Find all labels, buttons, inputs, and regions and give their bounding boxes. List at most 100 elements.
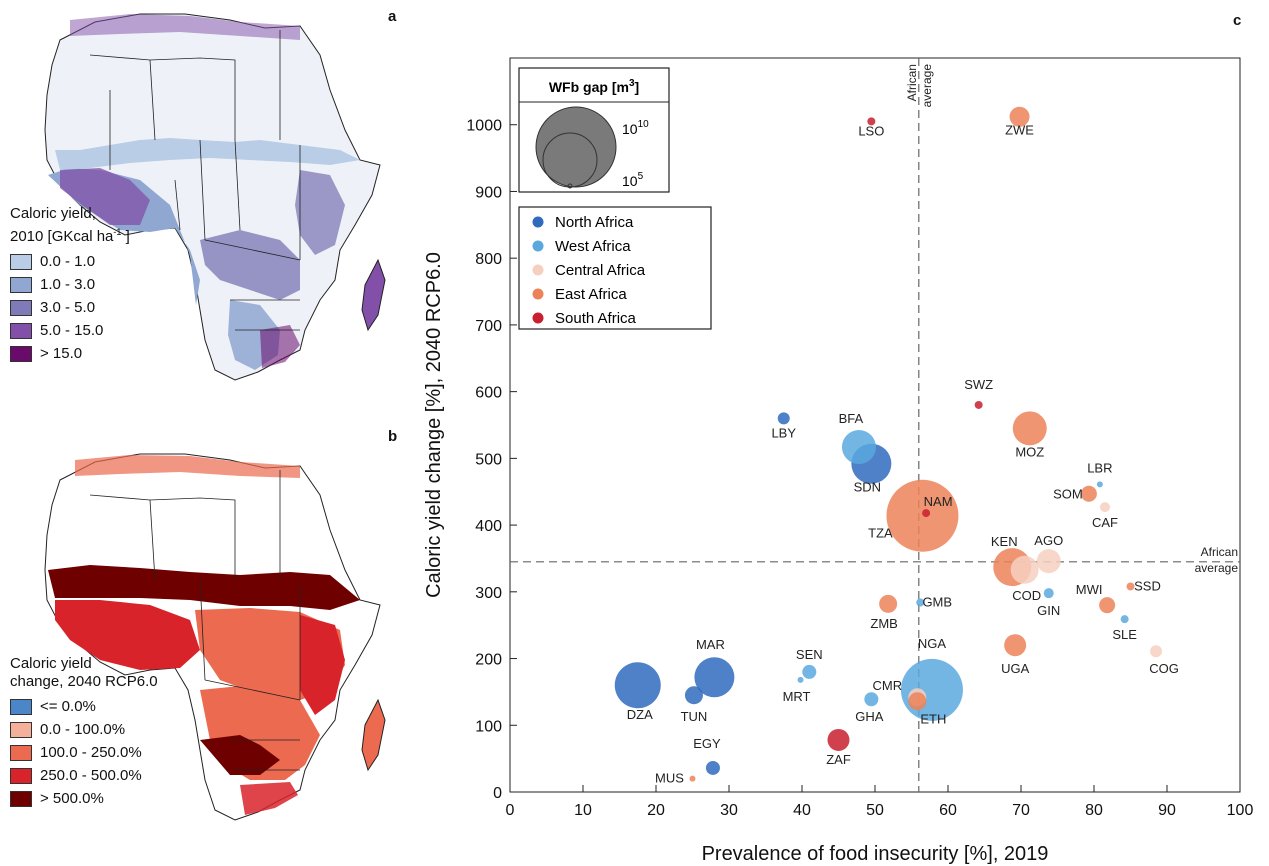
point-bfa [841, 430, 876, 465]
x-tick-label: 80 [1085, 802, 1103, 819]
legend-title-a-sup: -1 [113, 227, 122, 237]
region-legend-marker [532, 312, 544, 324]
africa-maps [44, 13, 386, 821]
african-average-h-label-1: African [1201, 545, 1238, 559]
map-a-legend-item: 3.0 - 5.0 [10, 296, 130, 319]
caloric-yield-map-2010 [44, 13, 386, 381]
legend-title-b: Caloric yield change, 2040 RCP6.0 [10, 655, 158, 691]
label-uga: UGA [1001, 661, 1029, 676]
map-b-legend-swatch [10, 767, 32, 784]
label-tza: TZA [868, 526, 893, 541]
point-egy [705, 760, 720, 775]
scatter-chart: 0 10 20 30 40 50 60 70 80 90 100010020030040050060… [423, 57, 1254, 865]
label-mus: MUS [655, 771, 684, 786]
label-lbr: LBR [1087, 460, 1112, 475]
map-b-legend-swatch [10, 790, 32, 807]
label-sdn: SDN [854, 480, 881, 495]
y-tick-label: 0 [493, 785, 502, 802]
y-tick-label: 700 [475, 318, 502, 335]
label-gha: GHA [855, 709, 884, 724]
label-zwe: ZWE [1005, 123, 1034, 138]
legend-title-a-line1: Caloric yield, [10, 205, 96, 222]
x-tick-label: 50 [866, 802, 884, 819]
point-dza [614, 662, 661, 709]
y-tick-label: 1000 [466, 118, 502, 135]
map-a-legend-swatch [10, 345, 32, 362]
map-b-legend-item: <= 0.0% [10, 695, 158, 718]
label-nga: NGA [918, 636, 947, 651]
label-ago: AGO [1034, 533, 1063, 548]
map-a-legend-label: 3.0 - 5.0 [40, 299, 96, 316]
map-b-legend-swatch [10, 698, 32, 715]
map-a-legend-item: > 15.0 [10, 342, 130, 365]
legend-title-a-end: ] [121, 228, 130, 245]
label-swz: SWZ [964, 377, 993, 392]
legend-title-a: Caloric yield, 2010 [GKcal ha-1 ] [10, 205, 130, 246]
african-average-h-label-2: average [1195, 561, 1239, 575]
label-mar: MAR [696, 637, 725, 652]
label-gin: GIN [1037, 603, 1060, 618]
map-b-legend-label: 100.0 - 250.0% [40, 744, 142, 761]
point-gha [864, 692, 879, 707]
point-swz [974, 400, 983, 409]
label-lso: LSO [858, 123, 884, 138]
y-tick-label: 200 [475, 652, 502, 669]
point-lby [777, 412, 790, 425]
label-dza: DZA [627, 707, 653, 722]
point-lso [867, 117, 876, 126]
label-tun: TUN [681, 709, 708, 724]
y-tick-label: 800 [475, 251, 502, 268]
map-b-legend-item: 100.0 - 250.0% [10, 741, 158, 764]
label-zmb: ZMB [870, 616, 897, 631]
point-mar [694, 657, 735, 698]
label-nam: NAM [924, 494, 953, 509]
caloric-yield-change-map-2040 [44, 453, 386, 821]
label-sen: SEN [796, 647, 823, 662]
x-tick-label: 30 [720, 802, 738, 819]
point-mus [689, 775, 696, 782]
point-moz [1012, 411, 1047, 446]
x-tick-label: 90 [1158, 802, 1176, 819]
label-mrt: MRT [783, 689, 811, 704]
map-b-legend-swatch [10, 744, 32, 761]
point-sen [802, 664, 817, 679]
label-cmr: CMR [873, 678, 903, 693]
label-gmb: GMB [922, 594, 952, 609]
region-legend-marker [532, 288, 544, 300]
map-a-legend-swatch [10, 253, 32, 270]
map-a-legend-swatch [10, 276, 32, 293]
point-mwi [1099, 597, 1116, 614]
point-gmb [916, 598, 925, 607]
x-tick-label: 10 [574, 802, 592, 819]
y-tick-label: 100 [475, 718, 502, 735]
point-lbr [1096, 481, 1103, 488]
map-b-legend-label: 0.0 - 100.0% [40, 721, 126, 738]
label-eth: ETH [920, 711, 946, 726]
map-a-legend-item: 0.0 - 1.0 [10, 250, 130, 273]
point-cod [1010, 555, 1039, 584]
y-tick-label: 400 [475, 518, 502, 535]
label-cog: COG [1149, 661, 1179, 676]
label-ken: KEN [991, 534, 1018, 549]
map-a-legend-label: > 15.0 [40, 345, 83, 362]
region-legend-marker [532, 264, 544, 276]
label-sle: SLE [1112, 627, 1137, 642]
label-moz: MOZ [1015, 444, 1044, 459]
map-a-legend-label: 5.0 - 15.0 [40, 322, 104, 339]
point-tun [684, 686, 703, 705]
point-mrt [797, 676, 804, 683]
legend-title-a-line2: 2010 [GKcal ha [10, 228, 114, 245]
point-zaf [827, 728, 850, 751]
map-b-legend-item: > 500.0% [10, 787, 158, 810]
map-b-legend-item: 250.0 - 500.0% [10, 764, 158, 787]
x-tick-label: 100 [1227, 802, 1254, 819]
label-zaf: ZAF [826, 752, 851, 767]
label-egy: EGY [693, 736, 721, 751]
map-a-legend-label: 0.0 - 1.0 [40, 253, 96, 270]
panel-label-c: c [1233, 12, 1242, 29]
point-zwe [1009, 106, 1030, 127]
maps-column: a b [0, 0, 400, 866]
point-sle [1120, 615, 1129, 624]
map-b-legend-label: 250.0 - 500.0% [40, 767, 142, 784]
legend-map-b: Caloric yield change, 2040 RCP6.0 <= 0.0… [10, 655, 158, 810]
